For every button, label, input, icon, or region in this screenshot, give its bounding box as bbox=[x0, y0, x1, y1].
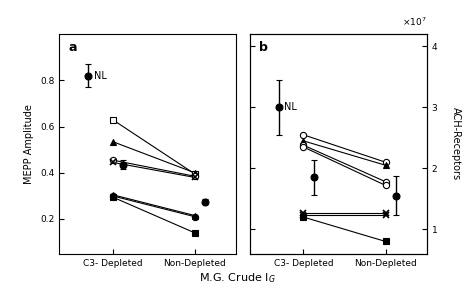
Y-axis label: MEPP Amplitude: MEPP Amplitude bbox=[25, 104, 35, 184]
Y-axis label: ACH-Receptors: ACH-Receptors bbox=[451, 107, 461, 180]
Text: M.G. Crude I$_G$: M.G. Crude I$_G$ bbox=[199, 271, 275, 285]
Text: a: a bbox=[68, 41, 77, 54]
Text: NL: NL bbox=[284, 102, 297, 112]
Text: b: b bbox=[259, 41, 268, 54]
Text: NL: NL bbox=[94, 71, 107, 81]
Text: $\times$10$^7$: $\times$10$^7$ bbox=[402, 15, 427, 28]
